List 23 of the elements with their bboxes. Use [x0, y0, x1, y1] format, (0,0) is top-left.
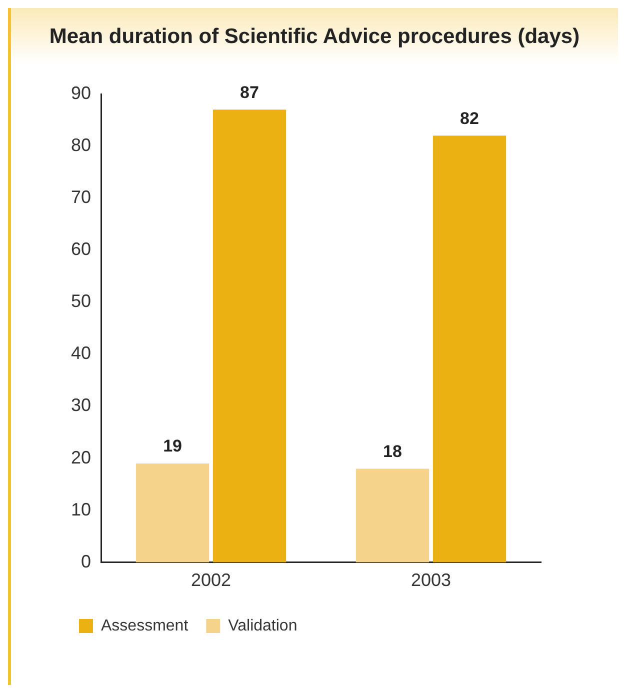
bar — [356, 468, 430, 562]
legend-label: Validation — [228, 617, 298, 634]
y-tick-label: 90 — [70, 82, 92, 103]
data-label: 18 — [383, 442, 402, 461]
y-tick-label: 30 — [70, 395, 92, 416]
x-tick-label: 2002 — [190, 570, 232, 590]
y-tick-label: 50 — [70, 291, 92, 312]
y-tick-label: 70 — [70, 187, 92, 208]
x-tick-label: 2003 — [410, 570, 452, 590]
bar — [212, 110, 286, 562]
y-tick-label: 40 — [70, 343, 92, 364]
legend-label: Assessment — [101, 617, 189, 634]
y-tick-label: 10 — [70, 499, 92, 520]
y-tick-label: 60 — [70, 239, 92, 260]
y-tick-label: 80 — [70, 135, 92, 156]
chart-title: Mean duration of Scientific Advice procedures (days) — [48, 24, 581, 50]
data-label: 19 — [163, 436, 182, 456]
data-label: 87 — [240, 82, 259, 102]
data-label: 82 — [460, 108, 479, 128]
bar — [432, 136, 506, 562]
y-tick-label: 0 — [81, 551, 92, 572]
bar — [136, 464, 210, 562]
y-tick-label: 20 — [70, 447, 92, 468]
